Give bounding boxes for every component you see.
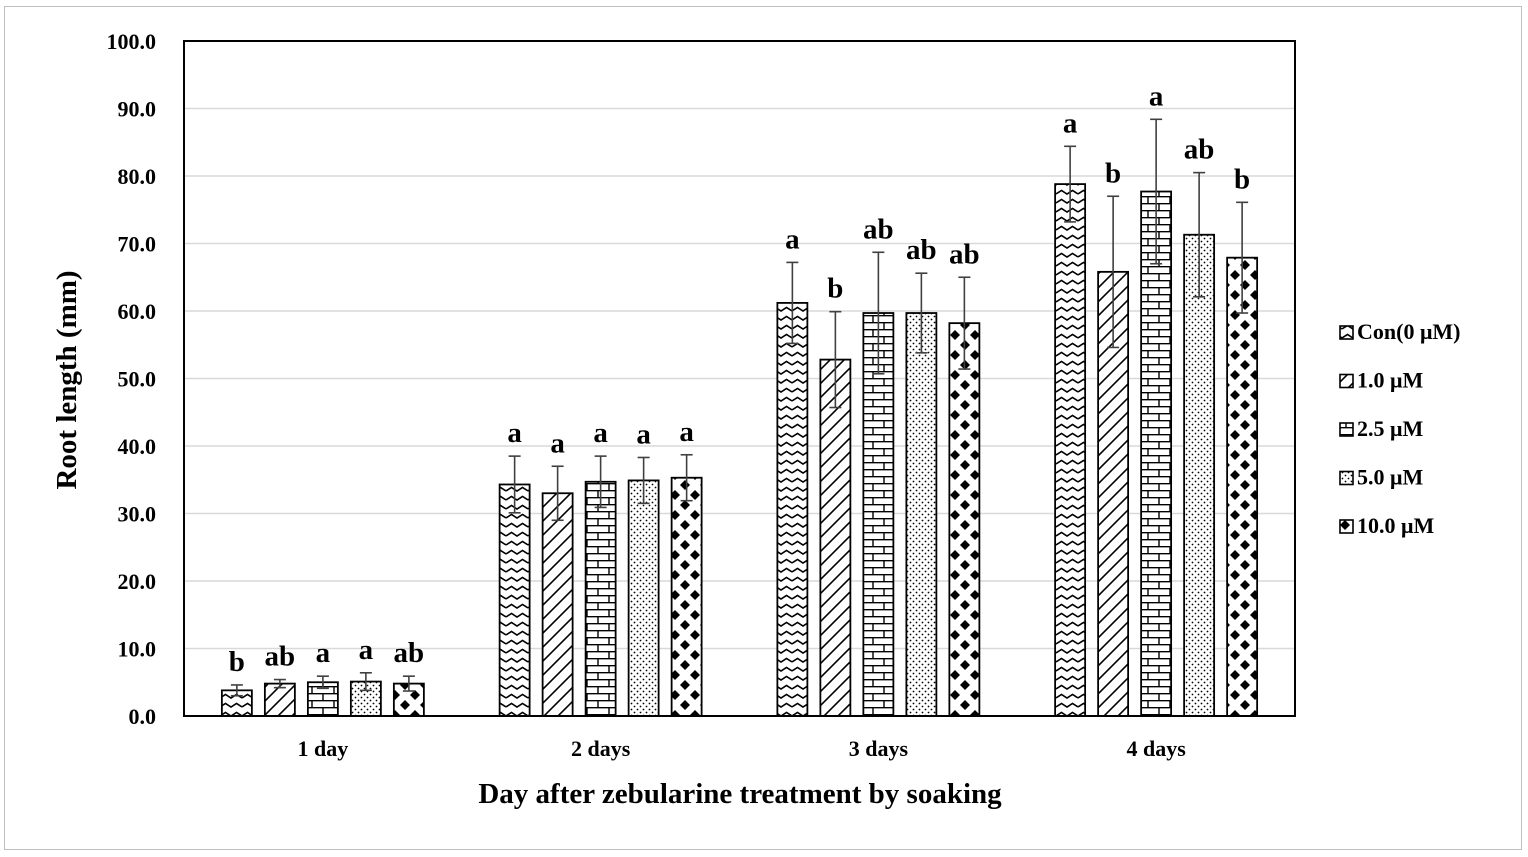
bar bbox=[1140, 190, 1173, 717]
bar bbox=[584, 480, 617, 717]
significance-letter: ab bbox=[863, 213, 894, 245]
legend-item: Con(0 μM) bbox=[1339, 319, 1461, 344]
bar bbox=[627, 479, 660, 717]
legend-item: 2.5 μM bbox=[1339, 416, 1423, 441]
bar bbox=[819, 358, 852, 717]
error-bar bbox=[680, 453, 693, 502]
error-bar bbox=[1150, 118, 1163, 265]
error-bar bbox=[829, 310, 842, 409]
bar bbox=[1054, 183, 1087, 717]
legend-label: 2.5 μM bbox=[1357, 416, 1423, 441]
bar bbox=[905, 312, 938, 717]
bar bbox=[670, 476, 703, 717]
error-bar bbox=[273, 678, 286, 689]
bar bbox=[776, 301, 809, 717]
bar bbox=[1183, 233, 1216, 717]
significance-letter: a bbox=[550, 427, 565, 459]
x-axis-categories: 1 day 2 days 3 days 4 days bbox=[298, 736, 1187, 761]
legend-label: 5.0 μM bbox=[1357, 465, 1423, 490]
plot-area-border bbox=[183, 40, 1296, 717]
significance-letter: a bbox=[785, 223, 800, 255]
x-category-label: 1 day bbox=[298, 736, 349, 761]
legend-item: 10.0 μM bbox=[1339, 513, 1434, 538]
error-bars bbox=[230, 118, 1249, 697]
y-tick-label: 100.0 bbox=[107, 29, 157, 54]
legend: Con(0 μM) 1.0 μM 2.5 μM 5.0 μM 10.0 μM bbox=[1339, 319, 1461, 538]
x-category-label: 3 days bbox=[849, 736, 909, 761]
y-tick-label: 80.0 bbox=[118, 164, 157, 189]
significance-letter: a bbox=[593, 417, 608, 449]
legend-item: 1.0 μM bbox=[1339, 368, 1423, 393]
legend-label: 10.0 μM bbox=[1357, 513, 1434, 538]
error-bar bbox=[316, 675, 329, 690]
bar bbox=[541, 492, 574, 717]
significance-letter: a bbox=[316, 637, 331, 669]
legend-swatch bbox=[1339, 470, 1354, 486]
y-tick-label: 40.0 bbox=[118, 434, 157, 459]
y-tick-label: 20.0 bbox=[118, 569, 157, 594]
y-axis-ticks: 0.0 10.0 20.0 30.0 40.0 50.0 60.0 70.0 80.0 90.0 1… bbox=[107, 29, 157, 729]
legend-swatch bbox=[1339, 373, 1354, 389]
error-bar bbox=[551, 465, 564, 522]
significance-letter: a bbox=[1149, 80, 1164, 112]
x-category-label: 2 days bbox=[571, 736, 631, 761]
legend-swatch bbox=[1339, 519, 1354, 534]
significance-letter: a bbox=[679, 416, 694, 448]
error-bar bbox=[1107, 195, 1120, 349]
significance-letter: a bbox=[359, 634, 374, 666]
legend-item: 5.0 μM bbox=[1339, 465, 1423, 490]
significance-letter: ab bbox=[906, 234, 937, 266]
legend-swatch bbox=[1339, 325, 1354, 340]
error-bar bbox=[1193, 171, 1206, 298]
error-bar bbox=[1064, 145, 1077, 223]
y-tick-label: 30.0 bbox=[118, 502, 157, 527]
x-axis-label: Day after zebularine treatment by soakin… bbox=[478, 778, 1002, 810]
y-tick-label: 10.0 bbox=[118, 637, 157, 662]
bar bbox=[948, 322, 981, 717]
significance-letter: ab bbox=[394, 637, 425, 669]
figure-frame bbox=[4, 6, 1522, 850]
significance-letter: a bbox=[636, 418, 651, 450]
error-bar bbox=[359, 671, 372, 692]
legend-swatch bbox=[1339, 422, 1354, 437]
error-bar bbox=[508, 455, 521, 514]
error-bar bbox=[915, 272, 928, 354]
significance-letter: a bbox=[507, 417, 522, 449]
error-bar bbox=[958, 276, 971, 370]
significance-letter: ab bbox=[265, 641, 296, 673]
bars bbox=[220, 183, 1259, 717]
error-bar bbox=[594, 455, 607, 509]
error-bar bbox=[872, 251, 885, 375]
significance-letter: b bbox=[827, 273, 843, 305]
significance-letter: b bbox=[229, 646, 245, 678]
y-tick-label: 0.0 bbox=[129, 704, 157, 729]
y-tick-label: 50.0 bbox=[118, 367, 157, 392]
error-bar bbox=[230, 684, 243, 697]
error-bar bbox=[1236, 201, 1249, 314]
bar bbox=[498, 483, 531, 717]
y-tick-label: 90.0 bbox=[118, 97, 157, 122]
y-tick-label: 60.0 bbox=[118, 299, 157, 324]
significance-letter: a bbox=[1063, 107, 1078, 139]
error-bar bbox=[402, 675, 415, 692]
significance-letter: b bbox=[1105, 157, 1121, 189]
bar bbox=[1226, 256, 1259, 717]
significance-letter: ab bbox=[1184, 134, 1215, 166]
error-bar bbox=[786, 261, 799, 345]
significance-letter: ab bbox=[949, 238, 980, 270]
bar bbox=[263, 682, 296, 717]
significance-letter: b bbox=[1234, 163, 1250, 195]
legend-label: 1.0 μM bbox=[1357, 368, 1423, 393]
y-tick-label: 70.0 bbox=[118, 232, 157, 257]
y-axis-label: Root length (mm) bbox=[51, 270, 83, 489]
error-bar bbox=[637, 456, 650, 505]
x-category-label: 4 days bbox=[1126, 736, 1186, 761]
legend-label: Con(0 μM) bbox=[1357, 319, 1461, 344]
